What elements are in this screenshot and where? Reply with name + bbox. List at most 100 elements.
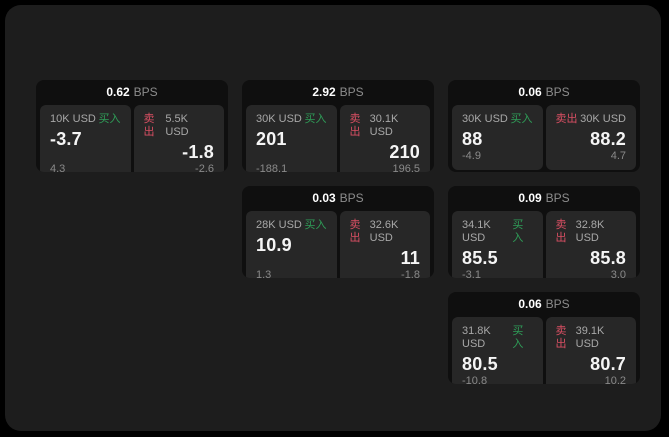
sell-price: 85.8 [590,248,626,268]
buy-side-label: 买入 [304,219,327,231]
sell-panel-top-row: 卖出 30.1K USD [350,113,421,139]
app-window: 0.62 BPS 10K USD 买入 -3.7 4.3 卖出 5.5K USD [5,5,661,431]
quote-card: 0.03 BPS 28K USD 买入 10.9 1.3 卖出 32.6K US… [242,186,434,278]
sell-side-label: 卖出 [143,113,155,138]
buy-panel-top-row: 31.8K USD 买入 [462,325,533,351]
buy-panel-top-row: 28K USD 买入 [256,219,327,232]
bps-value: 2.92 [312,85,336,99]
bps-value: 0.06 [518,297,542,311]
bps-value: 0.09 [518,191,542,205]
buy-amount: 10K USD [50,113,96,125]
quote-card: 0.62 BPS 10K USD 买入 -3.7 4.3 卖出 5.5K USD [36,80,228,172]
buy-panel[interactable]: 28K USD 买入 10.9 1.3 [246,211,337,278]
sell-price: 11 [400,248,420,268]
sell-side-label: 卖出 [349,219,361,244]
sell-delta: 10.2 [604,375,626,384]
buy-price: 10.9 [256,235,292,255]
sell-price: 80.7 [590,354,626,374]
buy-side-label: 买入 [98,113,121,125]
quote-panels: 10K USD 买入 -3.7 4.3 卖出 5.5K USD -1.8 -2.… [36,105,228,172]
sell-amount: 32.6K USD [369,219,399,244]
buy-price: 85.5 [462,248,498,268]
sell-amount: 30K USD [580,113,626,125]
buy-side-label: 买入 [304,113,327,125]
sell-panel[interactable]: 卖出 30.1K USD 210 196.5 [339,105,430,172]
quote-panels: 31.8K USD 买入 80.5 -10.8 卖出 39.1K USD 80.… [448,317,640,384]
bps-header: 0.09 BPS [448,186,640,211]
buy-delta: -3.1 [462,269,481,278]
bps-value: 0.06 [518,85,542,99]
sell-panel-top-row: 卖出 30K USD [556,113,627,126]
sell-side-label: 卖出 [555,325,567,350]
sell-amount: 32.8K USD [575,219,605,244]
sell-panel-top-row: 卖出 5.5K USD [144,113,215,139]
bps-unit-label: BPS [339,191,364,205]
sell-amount: 5.5K USD [165,113,189,138]
buy-price: -3.7 [50,129,82,149]
buy-price: 88 [462,129,483,149]
bps-unit-label: BPS [133,85,158,99]
bps-value: 0.03 [312,191,336,205]
bps-unit-label: BPS [545,191,570,205]
sell-panel[interactable]: 卖出 5.5K USD -1.8 -2.6 [133,105,224,172]
bps-header: 0.06 BPS [448,80,640,105]
bps-header: 0.03 BPS [242,186,434,211]
buy-panel[interactable]: 10K USD 买入 -3.7 4.3 [40,105,131,172]
sell-price: 88.2 [590,129,626,149]
sell-amount: 30.1K USD [369,113,399,138]
buy-panel-top-row: 30K USD 买入 [256,113,327,126]
buy-side-label: 买入 [512,325,524,350]
sell-delta: -2.6 [195,163,214,172]
sell-price: 210 [389,142,420,162]
buy-panel-top-row: 34.1K USD 买入 [462,219,533,245]
quote-panels: 28K USD 买入 10.9 1.3 卖出 32.6K USD 11 -1.8 [242,211,434,278]
sell-price: -1.8 [182,142,214,162]
sell-delta: 3.0 [610,269,626,278]
quote-card: 0.06 BPS 31.8K USD 买入 80.5 -10.8 卖出 39.1… [448,292,640,384]
buy-delta: 4.3 [50,163,66,172]
sell-side-label: 卖出 [349,113,361,138]
sell-panel-top-row: 卖出 32.6K USD [350,219,421,245]
buy-panel-top-row: 10K USD 买入 [50,113,121,126]
bps-header: 0.06 BPS [448,292,640,317]
buy-amount: 28K USD [256,219,302,231]
sell-side-label: 卖出 [555,113,578,125]
bps-value: 0.62 [106,85,130,99]
buy-side-label: 买入 [512,219,524,244]
bps-header: 2.92 BPS [242,80,434,105]
buy-amount: 31.8K USD [462,325,491,350]
sell-panel[interactable]: 卖出 30K USD 88.2 4.7 [545,105,636,170]
quote-card: 0.06 BPS 30K USD 买入 88 -4.9 卖出 30K USD [448,80,640,172]
buy-amount: 30K USD [256,113,302,125]
buy-panel[interactable]: 34.1K USD 买入 85.5 -3.1 [452,211,543,278]
buy-amount: 34.1K USD [462,219,491,244]
quote-card-grid: 0.62 BPS 10K USD 买入 -3.7 4.3 卖出 5.5K USD [36,80,640,384]
sell-delta: 196.5 [392,163,420,172]
buy-side-label: 买入 [510,113,533,125]
sell-panel[interactable]: 卖出 32.8K USD 85.8 3.0 [545,211,636,278]
bps-unit-label: BPS [545,85,570,99]
bps-header: 0.62 BPS [36,80,228,105]
sell-panel[interactable]: 卖出 32.6K USD 11 -1.8 [339,211,430,278]
bps-unit-label: BPS [339,85,364,99]
quote-card: 0.09 BPS 34.1K USD 买入 85.5 -3.1 卖出 32.8K… [448,186,640,278]
buy-price: 80.5 [462,354,498,374]
sell-delta: 4.7 [610,150,626,162]
quote-panels: 34.1K USD 买入 85.5 -3.1 卖出 32.8K USD 85.8… [448,211,640,278]
quote-panels: 30K USD 买入 201 -188.1 卖出 30.1K USD 210 1… [242,105,434,172]
buy-panel[interactable]: 31.8K USD 买入 80.5 -10.8 [452,317,543,384]
buy-delta: -10.8 [462,375,488,384]
buy-panel[interactable]: 30K USD 买入 201 -188.1 [246,105,337,172]
quote-card: 2.92 BPS 30K USD 买入 201 -188.1 卖出 30.1K … [242,80,434,172]
buy-delta: -4.9 [462,150,481,162]
buy-panel-top-row: 30K USD 买入 [462,113,533,126]
sell-delta: -1.8 [401,269,420,278]
buy-panel[interactable]: 30K USD 买入 88 -4.9 [452,105,543,170]
buy-amount: 30K USD [462,113,508,125]
buy-delta: 1.3 [256,269,272,278]
sell-panel-top-row: 卖出 39.1K USD [556,325,627,351]
buy-delta: -188.1 [256,163,288,172]
sell-panel[interactable]: 卖出 39.1K USD 80.7 10.2 [545,317,636,384]
buy-price: 201 [256,129,287,149]
bps-unit-label: BPS [545,297,570,311]
